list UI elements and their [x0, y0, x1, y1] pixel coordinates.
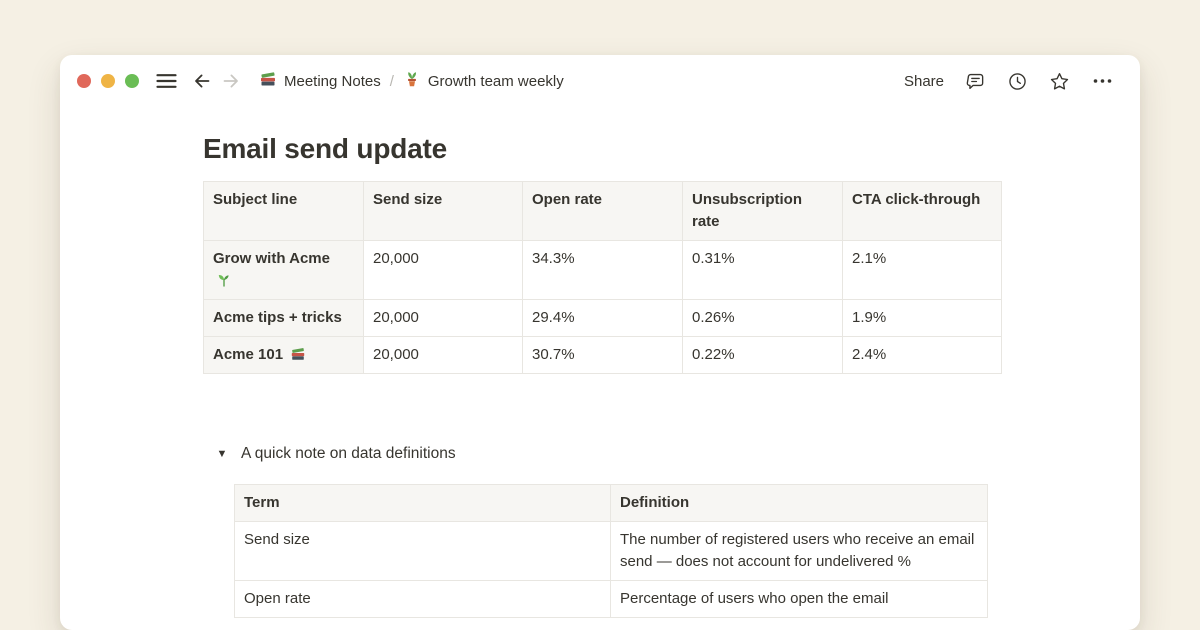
books-icon: [290, 346, 306, 362]
subject-text: Grow with Acme: [213, 250, 330, 267]
cta-click-through-cell[interactable]: 2.4%: [842, 336, 1002, 374]
toggle-label[interactable]: A quick note on data definitions: [241, 445, 456, 462]
cta-click-through-cell[interactable]: 2.1%: [842, 240, 1002, 300]
traffic-lights: [77, 74, 139, 88]
toggle-collapse-button[interactable]: ▼: [209, 442, 235, 466]
open-rate-cell[interactable]: 34.3%: [522, 240, 683, 300]
breadcrumb-label: Growth team weekly: [427, 72, 564, 90]
clock-icon: [1007, 71, 1028, 92]
column-header-cta-click-through[interactable]: CTA click-through: [842, 181, 1002, 241]
column-header-subject-line[interactable]: Subject line: [203, 181, 364, 241]
column-header-definition[interactable]: Definition: [610, 484, 988, 522]
send-size-cell[interactable]: 20,000: [363, 240, 523, 300]
more-button[interactable]: [1091, 71, 1114, 91]
sidebar-menu-button[interactable]: [156, 72, 177, 90]
breadcrumb-label: Meeting Notes: [284, 72, 381, 90]
subject-cell[interactable]: Acme tips + tricks: [203, 299, 364, 337]
favorite-button[interactable]: [1049, 71, 1070, 92]
back-button[interactable]: [192, 71, 212, 91]
star-icon: [1049, 71, 1070, 92]
open-rate-cell[interactable]: 29.4%: [522, 299, 683, 337]
forward-arrow-icon: [221, 71, 241, 91]
subject-text: Acme 101: [213, 346, 284, 363]
seedling-icon: [216, 272, 232, 288]
comments-button[interactable]: [965, 71, 986, 92]
potted-plant-icon: [403, 70, 421, 92]
table-row: Acme 101 20,000 30.7%: [203, 336, 1002, 374]
breadcrumb-item-growth-team-weekly[interactable]: Growth team weekly: [399, 68, 568, 94]
term-cell[interactable]: Open rate: [234, 580, 611, 618]
toggle-block: ▼ A quick note on data definitions: [203, 442, 1060, 466]
table-row: Grow with Acme 20,000 34.3% 0.31% 2.1%: [203, 240, 1002, 300]
back-arrow-icon: [192, 71, 212, 91]
definition-cell[interactable]: The number of registered users who recei…: [610, 521, 988, 581]
updates-button[interactable]: [1007, 71, 1028, 92]
open-rate-cell[interactable]: 30.7%: [522, 336, 683, 374]
subject-text: Acme tips + tricks: [213, 309, 342, 326]
subject-cell[interactable]: Grow with Acme: [203, 240, 364, 300]
term-cell[interactable]: Send size: [234, 521, 611, 581]
forward-button[interactable]: [221, 71, 241, 91]
comment-icon: [965, 71, 986, 92]
table-row: Open rate Percentage of users who open t…: [234, 580, 988, 618]
app-window: Meeting Notes / Growth team weekly Share: [60, 55, 1140, 630]
menu-icon: [156, 72, 177, 90]
subject-cell[interactable]: Acme 101: [203, 336, 364, 374]
column-header-open-rate[interactable]: Open rate: [522, 181, 683, 241]
email-stats-table: Subject line Send size Open rate Unsubsc…: [203, 181, 1002, 374]
zoom-window-button[interactable]: [125, 74, 139, 88]
page-body: Email send update Subject line Send size…: [60, 107, 1140, 618]
minimize-window-button[interactable]: [101, 74, 115, 88]
unsubscription-rate-cell[interactable]: 0.31%: [682, 240, 843, 300]
table-row: Acme tips + tricks 20,000 29.4% 0.26% 1.…: [203, 299, 1002, 337]
topbar-actions: Share: [904, 71, 1114, 92]
share-button[interactable]: Share: [903, 72, 944, 90]
column-header-term[interactable]: Term: [234, 484, 611, 522]
definitions-table: Term Definition Send size The number of …: [234, 484, 988, 618]
column-header-unsubscription-rate[interactable]: Unsubscription rate: [682, 181, 843, 241]
books-icon: [259, 70, 277, 92]
page-title[interactable]: Email send update: [203, 133, 447, 164]
definition-cell[interactable]: Percentage of users who open the email: [610, 580, 988, 618]
send-size-cell[interactable]: 20,000: [363, 336, 523, 374]
table-header-row: Term Definition: [234, 484, 988, 522]
breadcrumb: Meeting Notes / Growth team weekly: [255, 68, 568, 94]
ellipsis-icon: [1091, 71, 1114, 91]
table-header-row: Subject line Send size Open rate Unsubsc…: [203, 181, 1002, 241]
send-size-cell[interactable]: 20,000: [363, 299, 523, 337]
unsubscription-rate-cell[interactable]: 0.26%: [682, 299, 843, 337]
cta-click-through-cell[interactable]: 1.9%: [842, 299, 1002, 337]
breadcrumb-separator: /: [389, 72, 394, 90]
unsubscription-rate-cell[interactable]: 0.22%: [682, 336, 843, 374]
triangle-down-icon: ▼: [216, 448, 228, 460]
breadcrumb-item-meeting-notes[interactable]: Meeting Notes: [255, 68, 385, 94]
column-header-send-size[interactable]: Send size: [363, 181, 523, 241]
window-topbar: Meeting Notes / Growth team weekly Share: [60, 55, 1140, 107]
close-window-button[interactable]: [77, 74, 91, 88]
table-row: Send size The number of registered users…: [234, 521, 988, 581]
